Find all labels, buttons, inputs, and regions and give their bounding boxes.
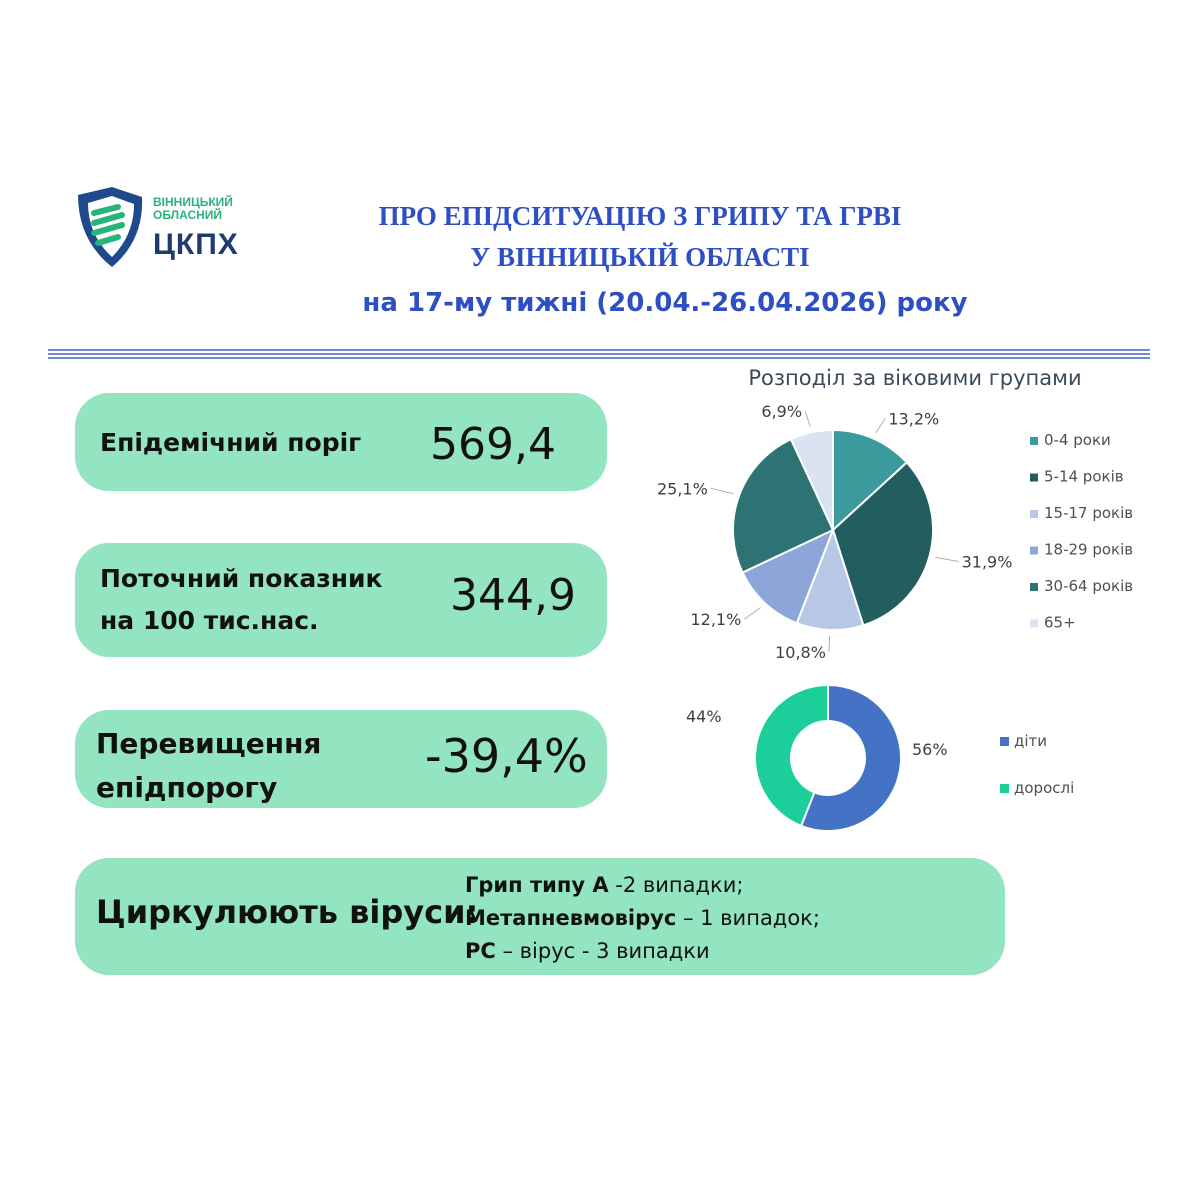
logo-line1: ВІННИЦЬКИЙ — [153, 195, 233, 209]
donut-legend-swatch-2 — [1000, 784, 1009, 793]
excess-value: -39,4% — [425, 729, 588, 783]
donut-data-label-1: 56% — [912, 740, 948, 759]
page-title-line1: ПРО ЕПІДСИТУАЦІЮ З ГРИПУ ТА ГРВІ — [378, 201, 902, 231]
current-rate-label: Поточний показник на 100 тис.нас. — [100, 558, 420, 642]
legend-item-3: 15-17 років — [1044, 504, 1133, 522]
pie-slice-4 — [741, 528, 835, 625]
pie-leader-1 — [875, 418, 886, 434]
age-pie-chart: 13,2% 31,9% 10,8% 12,1% 25,1% 6,9% 0-4 роки 5-1… — [657, 402, 1133, 662]
page-title-line2: У ВІННИЦЬКІЙ ОБЛАСТІ — [470, 242, 810, 272]
virus-1-count: -2 випадки; — [608, 873, 744, 897]
adults-children-donut-chart: 56% 44% діти дорослі — [686, 683, 1074, 832]
legend-swatch-4 — [1030, 546, 1038, 555]
legend-item-6: 65+ — [1044, 614, 1076, 632]
pie-data-label-5: 25,1% — [657, 479, 708, 498]
virus-line-3: РС – вірус - 3 випадки — [465, 939, 710, 963]
pie-data-label-1: 13,2% — [888, 409, 939, 428]
excess-label: Перевищення епідпорогу — [96, 722, 396, 810]
legend-swatch-3 — [1030, 510, 1038, 518]
age-chart-title: Розподіл за віковими групами — [748, 366, 1082, 390]
excess-label-line1: Перевищення — [96, 727, 322, 760]
legend-item-2: 5-14 років — [1044, 468, 1124, 486]
pie-leader-3 — [828, 635, 831, 652]
pie-data-label-4: 12,1% — [690, 610, 741, 629]
donut-slice-2 — [754, 683, 829, 828]
page-subtitle: на 17-му тижні (20.04.-26.04.2026) року — [362, 288, 968, 318]
current-rate-label-line2: на 100 тис.нас. — [100, 606, 319, 635]
pie-leader-2 — [935, 556, 959, 562]
virus-3-count: – вірус - 3 випадки — [495, 939, 710, 963]
virus-2-name: Метапневмовірус — [465, 906, 677, 930]
legend-swatch-6 — [1030, 619, 1038, 628]
logo-subtitle: ВІННИЦЬКИЙ ОБЛАСНИЙ — [153, 196, 233, 222]
pie-leader-5 — [710, 487, 734, 495]
pie-leader-4 — [744, 607, 761, 620]
donut-legend-swatch-1 — [1000, 737, 1009, 746]
pie-data-label-2: 31,9% — [962, 552, 1013, 571]
pie-slice-5 — [732, 437, 835, 574]
virus-2-count: – 1 випадок; — [676, 906, 820, 930]
legend-item-1: 0-4 роки — [1044, 431, 1111, 449]
legend-item-5: 30-64 років — [1044, 577, 1133, 595]
donut-data-label-2: 44% — [686, 707, 722, 726]
donut-legend-item-2: дорослі — [1014, 779, 1074, 797]
donut-legend-item-1: діти — [1014, 732, 1047, 750]
pie-data-label-3: 10,8% — [775, 643, 826, 662]
pie-data-label-6: 6,9% — [761, 402, 802, 421]
virus-3-name: РС — [465, 939, 496, 963]
threshold-value: 569,4 — [430, 419, 556, 470]
virus-1-name: Грип типу А — [465, 873, 609, 897]
pie-slice-3 — [795, 526, 865, 631]
legend-item-4: 18-29 років — [1044, 541, 1133, 559]
cdc-logo — [78, 187, 143, 267]
virus-line-1: Грип типу А -2 випадки; — [465, 873, 743, 897]
viruses-card — [75, 858, 1005, 975]
legend-swatch-1 — [1030, 437, 1038, 445]
current-rate-card — [75, 543, 607, 657]
pie-slice-1 — [832, 428, 909, 533]
pie-slice-2 — [831, 461, 934, 627]
header-divider — [48, 349, 1150, 361]
current-rate-value: 344,9 — [450, 570, 576, 621]
pie-slice-6 — [789, 428, 834, 531]
donut-slice-1 — [799, 683, 902, 832]
legend-swatch-2 — [1030, 473, 1038, 482]
logo-line2: ОБЛАСНИЙ — [153, 208, 223, 222]
excess-card — [75, 710, 607, 808]
legend-swatch-5 — [1030, 583, 1038, 591]
excess-label-line2: епідпорогу — [96, 771, 278, 804]
virus-line-2: Метапневмовірус – 1 випадок; — [465, 906, 820, 930]
threshold-label: Епідемічний поріг — [100, 428, 362, 457]
threshold-card — [75, 393, 607, 491]
pie-leader-6 — [804, 410, 811, 427]
current-rate-label-line1: Поточний показник — [100, 564, 383, 593]
logo-name: ЦКПХ — [153, 228, 239, 261]
viruses-label: Циркулюють віруси: — [96, 893, 479, 931]
